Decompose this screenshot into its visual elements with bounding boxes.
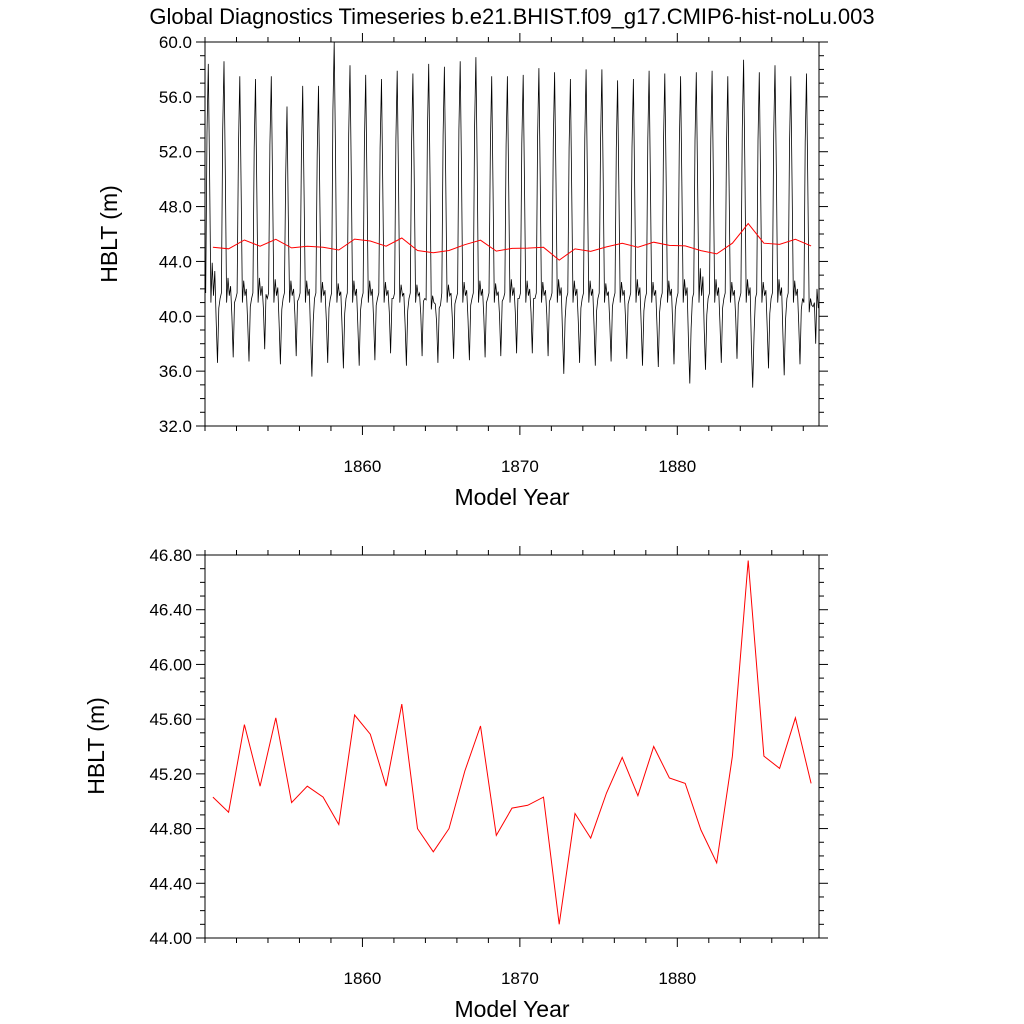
bottom-chart: 44.00 44.40 44.80 45.20 45.60 46.00 46.40 46.80… [83,546,828,1022]
top-y-axis-label: HBLT (m) [96,185,122,283]
bottom-series-annual-line [212,560,812,925]
top-x-axis-label: Model Year [454,484,569,510]
bottom-x-tick-label: 1860 [344,969,382,988]
top-y-tick-label: 60.0 [159,33,192,52]
bottom-x-tick-label: 1870 [501,969,539,988]
top-y-tick-label: 52.0 [159,143,192,162]
bottom-x-axis-label: Model Year [454,996,569,1022]
bottom-x-tick-label: 1880 [658,969,696,988]
bottom-y-tick-label: 44.80 [149,820,192,839]
bottom-y-tick-label: 45.60 [149,710,192,729]
bottom-y-tick-label: 46.80 [149,546,192,565]
top-chart: 32.0 36.0 40.0 44.0 48.0 52.0 56.0 60.0 1860 1870… [96,33,828,510]
top-y-tick-label: 44.0 [159,252,192,271]
bottom-y-tick-label: 46.40 [149,601,192,620]
figure-title: Global Diagnostics Timeseries b.e21.BHIS… [149,4,874,29]
bottom-plot-frame [204,554,820,939]
bottom-y-tick-label: 46.00 [149,655,192,674]
bottom-y-tick-label: 44.00 [149,929,192,948]
bottom-y-tick-label: 45.20 [149,765,192,784]
bottom-y-axis-label: HBLT (m) [83,697,109,795]
top-y-tick-label: 36.0 [159,362,192,381]
top-plot-frame [204,41,820,427]
top-y-tick-label: 56.0 [159,88,192,107]
top-x-tick-label: 1870 [501,457,539,476]
top-y-tick-label: 32.0 [159,417,192,436]
top-y-tick-label: 40.0 [159,307,192,326]
bottom-y-tick-label: 44.40 [149,874,192,893]
top-x-tick-label: 1880 [658,457,696,476]
top-x-tick-label: 1860 [344,457,382,476]
top-series-monthly-line [205,41,819,388]
top-y-tick-label: 48.0 [159,198,192,217]
top-series-annual-line [212,222,812,261]
